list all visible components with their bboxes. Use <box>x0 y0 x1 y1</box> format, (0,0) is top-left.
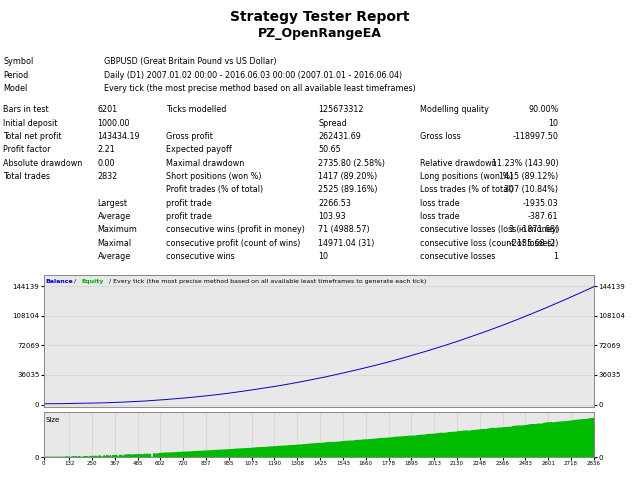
Text: consecutive profit (count of wins): consecutive profit (count of wins) <box>166 239 300 248</box>
Text: -387.61: -387.61 <box>528 212 559 221</box>
Text: profit trade: profit trade <box>166 199 211 208</box>
Text: Loss trades (% of total): Loss trades (% of total) <box>420 185 514 194</box>
Text: Model: Model <box>3 84 28 93</box>
Text: /: / <box>72 279 78 284</box>
Text: Every tick (the most precise method based on all available least timeframes): Every tick (the most precise method base… <box>104 84 415 93</box>
Text: Profit factor: Profit factor <box>3 145 51 154</box>
Text: profit trade: profit trade <box>166 212 211 221</box>
Text: Short positions (won %): Short positions (won %) <box>166 172 261 181</box>
Text: GBPUSD (Great Britain Pound vs US Dollar): GBPUSD (Great Britain Pound vs US Dollar… <box>104 57 276 66</box>
Text: Largest: Largest <box>97 199 127 208</box>
Text: 103.93: 103.93 <box>319 212 346 221</box>
Text: Symbol: Symbol <box>3 57 33 66</box>
Text: Absolute drawdown: Absolute drawdown <box>3 159 83 168</box>
Text: 2525 (89.16%): 2525 (89.16%) <box>319 185 378 194</box>
Text: / Every tick (the most precise method based on all available least timeframes to: / Every tick (the most precise method ba… <box>107 279 426 284</box>
Text: 11.23% (143.90): 11.23% (143.90) <box>492 159 559 168</box>
Text: 125673312: 125673312 <box>319 105 364 114</box>
Text: Maximum: Maximum <box>97 226 138 234</box>
Text: Balance: Balance <box>45 279 74 284</box>
Text: 2266.53: 2266.53 <box>319 199 351 208</box>
Text: Daily (D1) 2007.01.02 00:00 - 2016.06.03 00:00 (2007.01.01 - 2016.06.04): Daily (D1) 2007.01.02 00:00 - 2016.06.03… <box>104 71 402 80</box>
Text: Period: Period <box>3 71 28 80</box>
Text: 2832: 2832 <box>97 172 118 181</box>
Text: consecutive losses (loss in money): consecutive losses (loss in money) <box>420 226 560 234</box>
Text: Total trades: Total trades <box>3 172 50 181</box>
Text: Spread: Spread <box>319 119 347 128</box>
Text: loss trade: loss trade <box>420 212 460 221</box>
Text: 0.00: 0.00 <box>97 159 115 168</box>
Text: -1935.03: -1935.03 <box>523 199 559 208</box>
Text: 6201: 6201 <box>97 105 118 114</box>
Text: 50.65: 50.65 <box>319 145 341 154</box>
Text: 1417 (89.20%): 1417 (89.20%) <box>319 172 378 181</box>
Text: -2135.68 (2): -2135.68 (2) <box>509 239 559 248</box>
Text: Initial deposit: Initial deposit <box>3 119 58 128</box>
Text: 2735.80 (2.58%): 2735.80 (2.58%) <box>319 159 385 168</box>
Text: Strategy Tester Report: Strategy Tester Report <box>230 10 410 24</box>
Text: 14971.04 (31): 14971.04 (31) <box>319 239 375 248</box>
Text: PZ_OpenRangeEA: PZ_OpenRangeEA <box>258 26 382 40</box>
Text: Average: Average <box>97 212 131 221</box>
Text: Maximal: Maximal <box>97 239 132 248</box>
Text: 10: 10 <box>319 252 328 261</box>
Text: Expected payoff: Expected payoff <box>166 145 231 154</box>
Text: 10: 10 <box>548 119 559 128</box>
Text: consecutive loss (count of losses): consecutive loss (count of losses) <box>420 239 556 248</box>
Text: 143434.19: 143434.19 <box>97 132 140 141</box>
Text: 71 (4988.57): 71 (4988.57) <box>319 226 370 234</box>
Text: Average: Average <box>97 252 131 261</box>
Text: Gross profit: Gross profit <box>166 132 212 141</box>
Text: 2.21: 2.21 <box>97 145 115 154</box>
Text: 262431.69: 262431.69 <box>319 132 362 141</box>
Text: loss trade: loss trade <box>420 199 460 208</box>
Text: consecutive wins (profit in money): consecutive wins (profit in money) <box>166 226 305 234</box>
Text: consecutive wins: consecutive wins <box>166 252 234 261</box>
Text: 307 (10.84%): 307 (10.84%) <box>504 185 559 194</box>
Text: Long positions (won %): Long positions (won %) <box>420 172 513 181</box>
Text: -118997.50: -118997.50 <box>513 132 559 141</box>
Text: Ticks modelled: Ticks modelled <box>166 105 226 114</box>
Text: Profit trades (% of total): Profit trades (% of total) <box>166 185 262 194</box>
Text: Relative drawdown: Relative drawdown <box>420 159 497 168</box>
Text: Total net profit: Total net profit <box>3 132 61 141</box>
Text: Size: Size <box>45 417 60 422</box>
Text: 1415 (89.12%): 1415 (89.12%) <box>499 172 559 181</box>
Text: Maximal drawdown: Maximal drawdown <box>166 159 244 168</box>
Text: 1000.00: 1000.00 <box>97 119 130 128</box>
Text: 1: 1 <box>554 252 559 261</box>
Text: Gross loss: Gross loss <box>420 132 461 141</box>
Text: 90.00%: 90.00% <box>528 105 559 114</box>
Text: Modelling quality: Modelling quality <box>420 105 489 114</box>
Text: Equity: Equity <box>81 279 103 284</box>
Text: consecutive losses: consecutive losses <box>420 252 495 261</box>
Text: Bars in test: Bars in test <box>3 105 49 114</box>
Text: 3 (-1871.68): 3 (-1871.68) <box>509 226 559 234</box>
